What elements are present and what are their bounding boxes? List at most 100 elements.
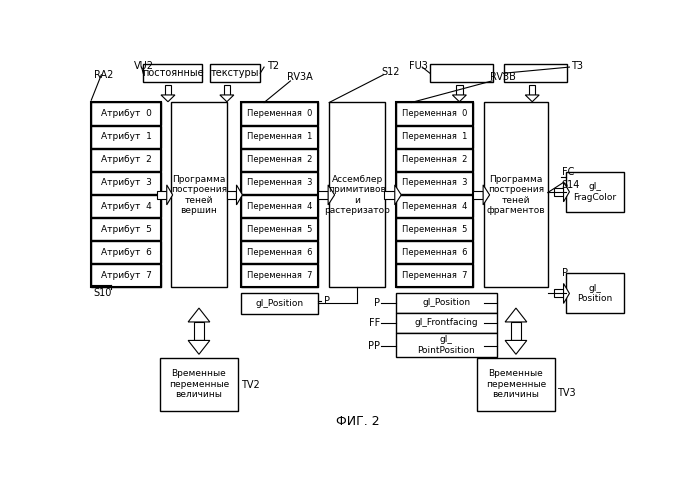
Bar xyxy=(241,195,318,217)
Text: gl_Frontfacing: gl_Frontfacing xyxy=(415,318,478,327)
Bar xyxy=(396,103,473,125)
Text: Переменная  1: Переменная 1 xyxy=(247,132,312,141)
Text: Атрибут  6: Атрибут 6 xyxy=(101,248,152,257)
Text: FF: FF xyxy=(369,318,380,328)
Polygon shape xyxy=(328,185,335,205)
Bar xyxy=(503,64,567,82)
Text: Переменная  7: Переменная 7 xyxy=(402,271,468,280)
Bar xyxy=(430,64,493,82)
Text: Переменная  3: Переменная 3 xyxy=(247,178,312,187)
Text: gl_Position: gl_Position xyxy=(422,298,470,307)
Text: Атрибут  4: Атрибут 4 xyxy=(101,201,152,211)
Bar xyxy=(384,191,395,199)
Bar xyxy=(396,126,473,148)
Bar xyxy=(511,322,521,340)
Bar xyxy=(241,293,318,314)
Text: Переменная  3: Переменная 3 xyxy=(402,178,468,187)
Bar xyxy=(241,103,318,287)
Text: T2: T2 xyxy=(267,61,280,70)
Text: S14: S14 xyxy=(562,180,580,190)
Text: Атрибут  3: Атрибут 3 xyxy=(101,178,152,187)
Text: P: P xyxy=(324,296,330,306)
Bar xyxy=(241,264,318,286)
Text: Программа
построения
теней
фрагментов: Программа построения теней фрагментов xyxy=(487,175,545,215)
Text: Переменная  6: Переменная 6 xyxy=(402,248,468,257)
Bar xyxy=(529,85,535,95)
Bar xyxy=(92,126,161,148)
Bar xyxy=(157,191,167,199)
Text: Переменная  0: Переменная 0 xyxy=(402,109,467,118)
Polygon shape xyxy=(167,185,173,205)
Text: ФИГ. 2: ФИГ. 2 xyxy=(336,415,380,428)
Bar xyxy=(92,218,161,241)
Bar xyxy=(92,103,161,125)
Bar xyxy=(165,85,171,95)
Bar xyxy=(396,313,496,333)
Text: текстуры: текстуры xyxy=(211,68,259,78)
Bar xyxy=(143,64,202,82)
Text: Переменная  5: Переменная 5 xyxy=(247,225,312,234)
Text: RV3B: RV3B xyxy=(491,72,517,82)
Bar xyxy=(92,195,161,217)
Bar xyxy=(92,264,161,286)
Bar xyxy=(396,103,473,287)
Text: gl_Position: gl_Position xyxy=(256,299,303,308)
Bar xyxy=(241,103,318,125)
Text: Переменная  6: Переменная 6 xyxy=(247,248,312,257)
Text: VU2: VU2 xyxy=(134,61,154,70)
Text: T3: T3 xyxy=(571,61,583,70)
Bar xyxy=(92,241,161,264)
Polygon shape xyxy=(395,185,401,205)
Text: S12: S12 xyxy=(382,67,401,77)
Text: Переменная  4: Переменная 4 xyxy=(247,201,312,211)
Polygon shape xyxy=(563,182,570,202)
Polygon shape xyxy=(188,340,210,354)
Text: Временные
переменные
величины: Временные переменные величины xyxy=(169,369,229,399)
Text: RA2: RA2 xyxy=(94,70,113,80)
Text: постоянные: постоянные xyxy=(142,68,203,78)
Bar xyxy=(329,103,385,287)
Bar xyxy=(477,358,555,411)
Bar xyxy=(92,172,161,194)
Bar xyxy=(241,149,318,171)
Text: Атрибут  0: Атрибут 0 xyxy=(101,109,152,118)
Text: Атрибут  7: Атрибут 7 xyxy=(101,271,152,280)
Bar xyxy=(566,273,624,313)
Text: RV3A: RV3A xyxy=(287,72,313,82)
Bar xyxy=(396,264,473,286)
Text: Атрибут  2: Атрибут 2 xyxy=(101,155,152,164)
Text: PP: PP xyxy=(368,341,380,351)
Text: Атрибут  1: Атрибут 1 xyxy=(101,132,152,141)
Bar xyxy=(554,188,563,196)
Bar xyxy=(210,64,260,82)
Polygon shape xyxy=(452,95,466,102)
Bar xyxy=(554,290,563,297)
Bar xyxy=(396,293,496,313)
Bar xyxy=(227,191,236,199)
Polygon shape xyxy=(525,95,539,102)
Text: Временные
переменные
величины: Временные переменные величины xyxy=(486,369,546,399)
Text: S10: S10 xyxy=(94,288,112,298)
Text: Переменная  1: Переменная 1 xyxy=(402,132,467,141)
Bar xyxy=(241,172,318,194)
Text: P: P xyxy=(562,268,568,279)
Text: Переменная  4: Переменная 4 xyxy=(402,201,467,211)
Bar xyxy=(241,218,318,241)
Bar xyxy=(396,333,496,357)
Text: Атрибут  5: Атрибут 5 xyxy=(101,225,152,234)
Polygon shape xyxy=(220,95,234,102)
Bar xyxy=(92,149,161,171)
Bar xyxy=(396,149,473,171)
Bar xyxy=(317,191,328,199)
Text: Переменная  0: Переменная 0 xyxy=(247,109,312,118)
Bar xyxy=(241,126,318,148)
Polygon shape xyxy=(505,308,527,322)
Text: Переменная  7: Переменная 7 xyxy=(247,271,312,280)
Bar xyxy=(160,358,238,411)
Bar xyxy=(396,218,473,241)
Text: gl_
PointPosition: gl_ PointPosition xyxy=(417,335,475,355)
Bar xyxy=(473,191,483,199)
Bar xyxy=(566,172,624,212)
Bar xyxy=(396,241,473,264)
Polygon shape xyxy=(188,308,210,322)
